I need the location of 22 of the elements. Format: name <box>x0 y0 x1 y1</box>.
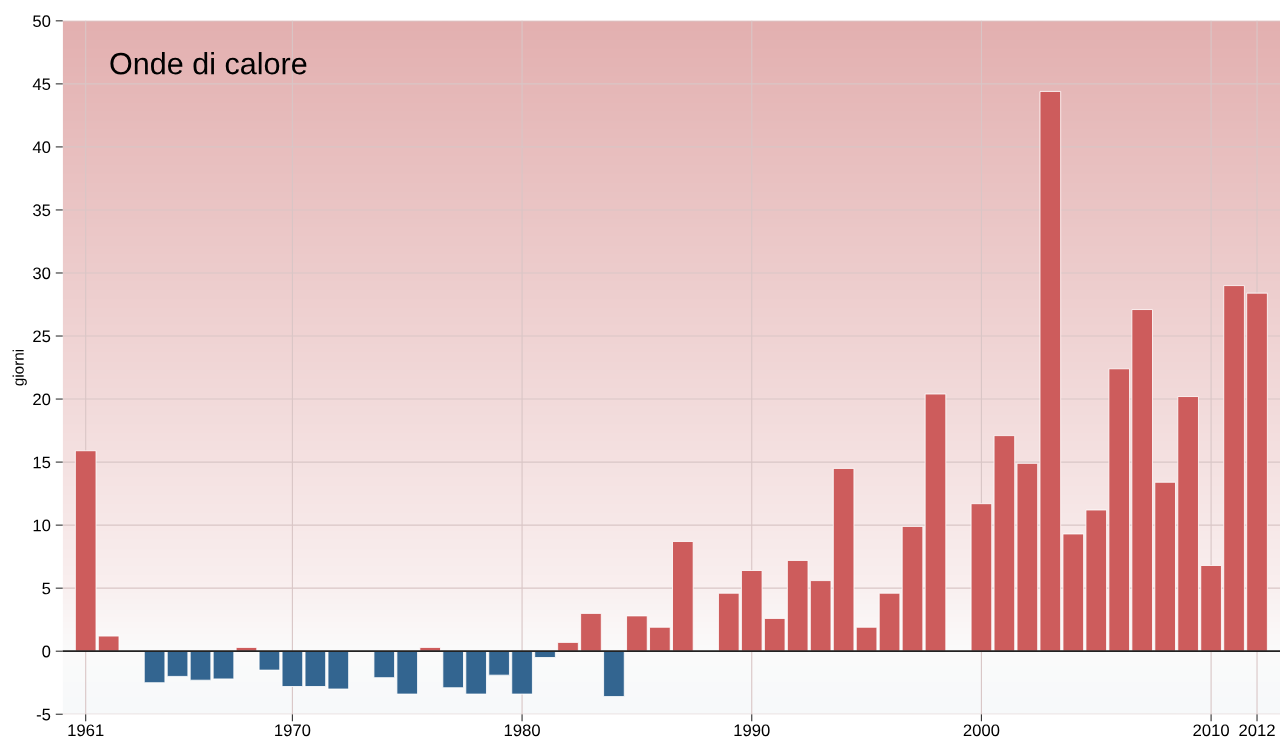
y-tick-label: 20 <box>33 393 51 406</box>
x-tick-label: 2012 <box>1239 724 1275 737</box>
x-tick-label: 1990 <box>734 724 770 737</box>
y-tick-label: 50 <box>33 15 51 28</box>
y-tick-label: 45 <box>32 78 51 91</box>
text: Onde di calore <box>110 52 307 75</box>
y-tick-label: -5 <box>36 708 51 721</box>
y-tick-label: 5 <box>42 582 51 595</box>
y-tick-label: 25 <box>33 330 51 343</box>
x-tick-label: 1980 <box>504 724 540 737</box>
x-tick-label: 1970 <box>275 724 311 737</box>
x-tick-label: 2000 <box>963 724 1000 737</box>
x-tick-label: 1961 <box>68 724 104 737</box>
y-tick-label: 0 <box>42 645 51 658</box>
y-axis-title: giorni <box>12 349 27 386</box>
y-tick-label: 35 <box>33 204 51 217</box>
y-tick-label: 10 <box>33 519 51 532</box>
x-tick-label: 2010 <box>1193 724 1229 737</box>
y-tick-label: 30 <box>33 267 51 280</box>
bar <box>603 650 625 698</box>
y-tick-label: 15 <box>33 456 51 469</box>
y-tick-label: 40 <box>32 141 51 154</box>
